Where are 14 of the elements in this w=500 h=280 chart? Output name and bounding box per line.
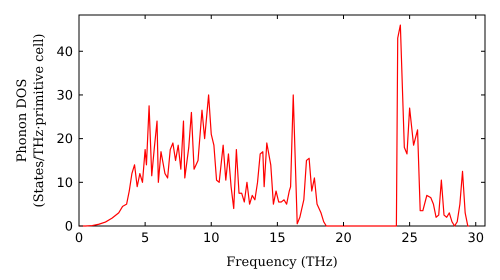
x-axis-title: Frequency (THz) bbox=[226, 255, 338, 270]
x-tick-label: 15 bbox=[269, 231, 286, 246]
y-tick-label: 10 bbox=[56, 176, 73, 191]
x-tick-label: 30 bbox=[467, 231, 484, 246]
y-tick-label: 0 bbox=[64, 220, 73, 234]
x-tick-label: 25 bbox=[401, 231, 418, 246]
x-tick-label: 10 bbox=[202, 231, 220, 246]
y-axis-title: Phonon DOS (States/THz·primitive cell) bbox=[15, 33, 47, 208]
y-tick-label: 40 bbox=[56, 44, 73, 60]
x-tick-label: 20 bbox=[335, 231, 352, 246]
x-tick-label: 0 bbox=[74, 231, 84, 246]
y-tick-label: 30 bbox=[56, 88, 73, 104]
x-tick-label: 5 bbox=[140, 231, 150, 246]
y-tick-label: 20 bbox=[56, 132, 73, 148]
